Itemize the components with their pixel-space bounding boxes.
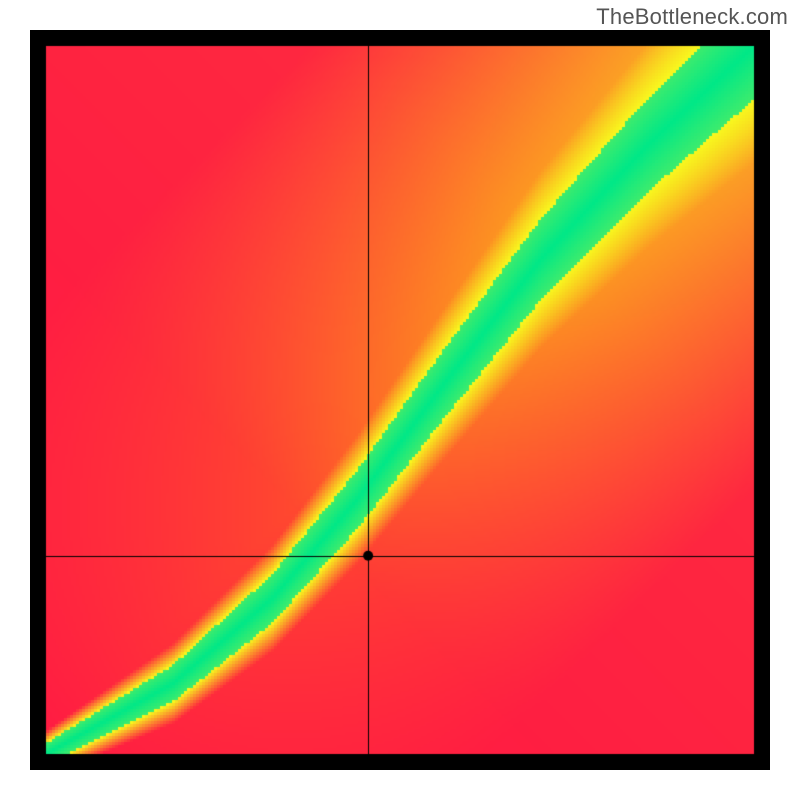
watermark-text: TheBottleneck.com	[596, 4, 788, 30]
bottleneck-heatmap-canvas	[30, 30, 770, 770]
bottleneck-heatmap-container: TheBottleneck.com	[0, 0, 800, 800]
chart-outer-frame	[30, 30, 770, 770]
